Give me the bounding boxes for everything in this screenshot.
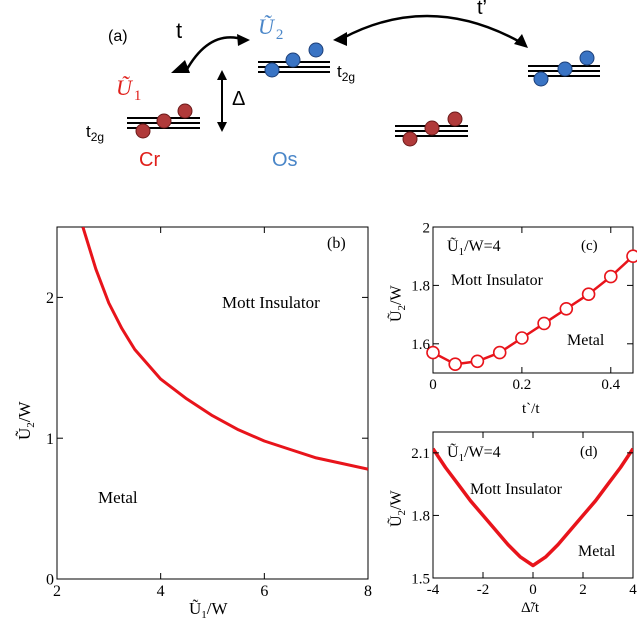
- panel-b: 2 4 6 8 0 1 2 (b) Mott Insulator Metal Ũ1/W Ũ2…: [15, 226, 372, 621]
- gap-label: Δ: [232, 88, 245, 110]
- x-tick-label: 0: [529, 582, 537, 598]
- data-point: [603, 269, 618, 284]
- cr-label: Cr: [139, 149, 160, 171]
- y-tick-label: 0: [46, 572, 54, 589]
- panel-d-region-metal: Metal: [578, 543, 616, 560]
- panel-c-ticks: 0 0.2 0.4 1.6 1.8 2: [411, 220, 633, 393]
- x-tick-label: 4: [629, 582, 637, 598]
- panel-c-frame: [432, 226, 634, 374]
- y-tick-label: 2: [46, 290, 54, 307]
- cr-level-stack-2: [395, 111, 468, 147]
- os-level-stack-1: [258, 42, 330, 78]
- panel-d-label: (d): [580, 444, 598, 460]
- t2g-label-os: t2g: [337, 62, 355, 84]
- hop-t-arrow: [184, 36, 246, 72]
- x-tick-label: 0.2: [513, 377, 532, 393]
- x-tick-label: 2: [579, 582, 587, 598]
- panel-a-label: (a): [108, 28, 128, 45]
- panel-c-ylabel: Ũ2/W: [387, 284, 408, 322]
- panel-b-ylabel: Ũ2/W: [15, 400, 37, 440]
- panel-d-ticks: -4 -2 0 2 4 1.5 1.8 2.1: [411, 432, 637, 598]
- gap-arrowhead-down: [217, 122, 227, 132]
- y-tick-label: 1: [46, 431, 54, 448]
- x-tick-label: 0: [429, 377, 437, 393]
- panel-c-region-mott: Mott Insulator: [451, 272, 544, 289]
- x-tick-label: 0.4: [601, 377, 620, 393]
- panel-c-xlabel: t`/t: [522, 401, 540, 417]
- hop-t-arrowhead: [171, 60, 190, 73]
- x-tick-label: 8: [364, 583, 372, 600]
- gap-arrowhead-up: [217, 70, 227, 80]
- panel-d: -4 -2 0 2 4 1.5 1.8 2.1 Ũ1/W=4 (d) Mott Insulat…: [387, 431, 637, 616]
- panel-d-annotation: Ũ1/W=4: [447, 443, 501, 464]
- hop-t-prime-arrowhead: [333, 32, 347, 46]
- panel-c: 0 0.2 0.4 1.6 1.8 2 Ũ1/W=4 (c) Mott Insulator…: [387, 220, 637, 417]
- x-tick-label: 4: [157, 583, 165, 600]
- panel-b-region-mott: Mott Insulator: [222, 293, 320, 312]
- data-point: [426, 345, 440, 360]
- panel-c-markers: [426, 249, 637, 372]
- panel-c-region-metal: Metal: [567, 332, 605, 349]
- x-tick-label: 2: [53, 583, 61, 600]
- panel-b-label: (b): [327, 235, 346, 252]
- os-label: Os: [272, 149, 298, 171]
- cr-level-stack-1: [127, 103, 200, 139]
- y-tick-label: 2: [423, 220, 431, 236]
- t2g-label-cr: t2g: [86, 122, 104, 144]
- x-tick-label: -2: [477, 582, 490, 598]
- panel-b-region-metal: Metal: [98, 488, 138, 507]
- y-tick-label: 1.8: [411, 509, 430, 525]
- panel-d-ylabel: Ũ2/W: [387, 489, 408, 527]
- hop-t-prime-arrow: [342, 14, 521, 44]
- panel-b-xlabel: Ũ1/W: [189, 599, 229, 621]
- x-tick-label: -4: [427, 582, 440, 598]
- os-level-stack-2: [528, 50, 600, 87]
- hop-t-prime-arrowhead-2: [514, 34, 528, 48]
- hop-t-prime-label: t’: [477, 0, 487, 19]
- data-point: [626, 249, 637, 263]
- phase-boundary-d: [433, 447, 633, 568]
- data-point: [470, 354, 485, 369]
- panel-c-annotation: Ũ1/W=4: [447, 237, 501, 258]
- panel-d-xlabel: Δ̃/t: [521, 600, 540, 616]
- panel-c-label: (c): [581, 238, 598, 254]
- hop-t-arrowhead-2: [237, 34, 250, 46]
- phase-boundary-c: [433, 255, 633, 366]
- data-point: [581, 287, 596, 302]
- panel-b-ticks: 2 4 6 8 0 1 2: [46, 227, 372, 600]
- panel-b-frame: [56, 226, 369, 580]
- panel-d-region-mott: Mott Insulator: [470, 481, 563, 498]
- x-tick-label: 6: [260, 583, 268, 600]
- data-point: [492, 345, 507, 360]
- y-tick-label: 1.8: [411, 279, 430, 295]
- hop-t-label: t: [176, 18, 182, 43]
- y-tick-label: 2.1: [411, 446, 430, 462]
- data-point: [515, 331, 529, 345]
- y-tick-label: 1.6: [411, 337, 430, 353]
- data-point: [537, 316, 551, 331]
- y-tick-label: 1.5: [411, 571, 430, 587]
- phase-boundary-b: [81, 227, 368, 471]
- data-point: [448, 357, 463, 372]
- data-point: [559, 301, 574, 316]
